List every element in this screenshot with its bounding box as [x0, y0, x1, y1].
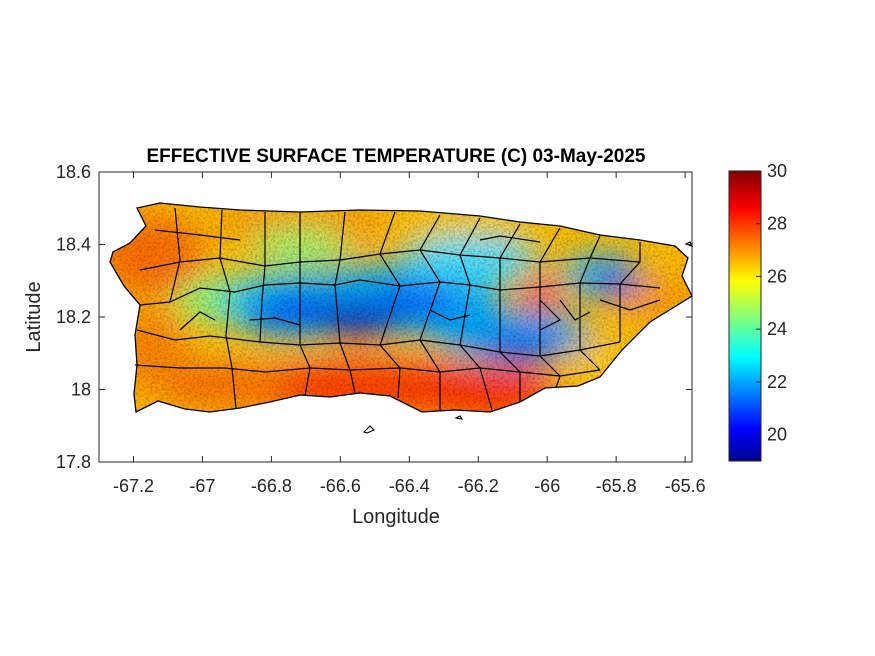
colorbar-gradient: [728, 170, 762, 462]
x-tick-label: -66.4: [389, 476, 430, 496]
x-tick-label: -66.6: [320, 476, 361, 496]
chart-title: EFFECTIVE SURFACE TEMPERATURE (C) 03-May…: [146, 146, 645, 167]
colorbar-tick-label: 22: [767, 372, 787, 392]
x-tick-label: -65.6: [665, 476, 706, 496]
x-axis-label: Longitude: [352, 506, 440, 528]
y-tick-label: 18.6: [56, 162, 91, 182]
x-tick-label: -67.2: [113, 476, 154, 496]
y-tick-label: 18.2: [56, 307, 91, 327]
x-tick-label: -66: [534, 476, 560, 496]
municipality-boundaries: [134, 207, 661, 411]
x-axis: -67.2 -67 -66.8 -66.6 -66.4 -66.2 -66 -65.8 -65.…: [113, 172, 706, 496]
x-tick-label: -66.8: [251, 476, 292, 496]
x-tick-label: -65.8: [596, 476, 637, 496]
x-tick-label: -66.2: [458, 476, 499, 496]
colorbar: 20 22 24 26 28 30: [728, 161, 787, 462]
temperature-field: [110, 203, 692, 412]
y-tick-label: 18.4: [56, 235, 91, 255]
x-tick-label: -67: [189, 476, 215, 496]
colorbar-tick-label: 26: [767, 266, 787, 286]
colorbar-tick-label: 20: [767, 425, 787, 445]
colorbar-tick-label: 28: [767, 214, 787, 234]
colorbar-ticks: 20 22 24 26 28 30: [756, 161, 787, 445]
y-tick-label: 17.8: [56, 452, 91, 472]
colorbar-tick-label: 30: [767, 161, 787, 181]
y-tick-label: 18: [71, 380, 91, 400]
colorbar-tick-label: 24: [767, 319, 787, 339]
y-axis: 17.8 18 18.2 18.4 18.6: [56, 162, 692, 472]
y-axis-label: Latitude: [23, 281, 45, 352]
